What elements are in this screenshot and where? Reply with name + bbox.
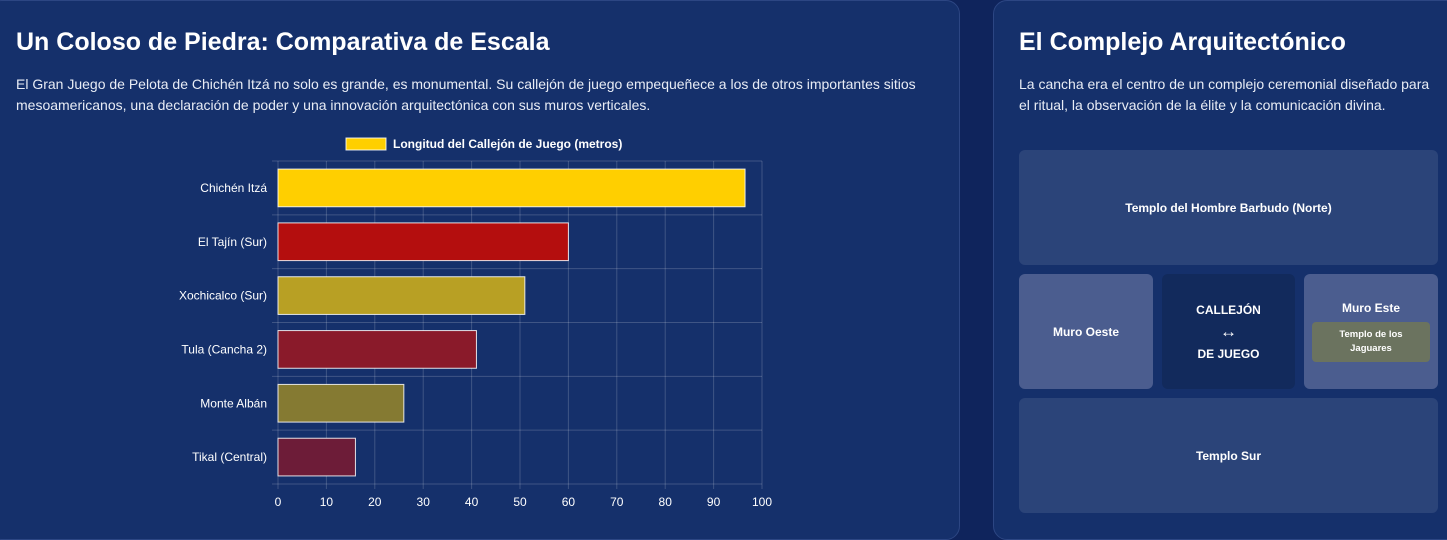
left-right-arrow-icon: ↔ [1220,321,1237,341]
bar-chart: 0 10 20 30 40 50 60 70 80 90 100 Chichén Itzá El Taj… [179,137,772,509]
x-tick-label: 100 [752,495,772,509]
category-label: Xochicalco (Sur) [179,289,267,303]
x-tick-label: 10 [320,495,334,509]
bar [277,330,477,369]
temple-south-label: Templo Sur [1195,448,1262,463]
legend-label: Longitud del Callejón de Juego (metros) [393,137,622,151]
temple-south-tile: Templo Sur [1019,398,1438,513]
east-wall-tile: Muro Este Templo de los Jaguares [1304,274,1438,389]
temple-north-label: Templo del Hombre Barbudo (Norte) [1125,200,1332,215]
bar [277,168,746,208]
section-description: La cancha era el centro de un complejo c… [1019,76,1430,113]
section-description: El Gran Juego de Pelota de Chichén Itzá … [16,76,916,113]
bar [277,276,526,315]
category-label: Monte Albán [200,396,267,410]
x-tick-label: 80 [659,495,673,509]
x-tick-label: 50 [513,495,527,509]
x-tick-label: 60 [562,495,576,509]
ball-alley-tile: CALLEJÓN ↔ DE JUEGO [1162,274,1295,389]
x-tick-label: 90 [707,495,721,509]
bar [277,383,405,423]
category-label: El Tajín (Sur) [198,235,267,249]
x-tick-label: 70 [610,495,624,509]
east-wall-label: Muro Este [1341,301,1400,315]
category-label: Tikal (Central) [192,450,267,464]
x-tick-label: 40 [465,495,479,509]
architecture-card: El Complejo Arquitectónico La cancha era… [993,0,1447,540]
jaguar-temple-label: Templo de los Jaguares [1339,329,1403,354]
x-tick-label: 20 [368,495,382,509]
bar [277,222,569,262]
alley-label-top: CALLEJÓN [1196,302,1261,317]
category-label: Tula (Cancha 2) [181,342,267,356]
x-tick-label: 0 [275,495,282,509]
alley-label-bottom: DE JUEGO [1197,346,1260,361]
category-label: Chichén Itzá [200,181,267,195]
section-title: Un Coloso de Piedra: Comparativa de Esca… [16,28,550,56]
bar [277,437,356,477]
temple-north-tile: Templo del Hombre Barbudo (Norte) [1019,150,1438,265]
west-wall-label: Muro Oeste [1052,324,1119,339]
jaguar-temple-tile: Templo de los Jaguares [1312,322,1430,362]
comparison-card: Un Coloso de Piedra: Comparativa de Esca… [0,0,960,540]
section-title: El Complejo Arquitectónico [1019,28,1346,56]
x-tick-label: 30 [417,495,431,509]
west-wall-tile: Muro Oeste [1019,274,1153,389]
legend-swatch [345,137,387,151]
